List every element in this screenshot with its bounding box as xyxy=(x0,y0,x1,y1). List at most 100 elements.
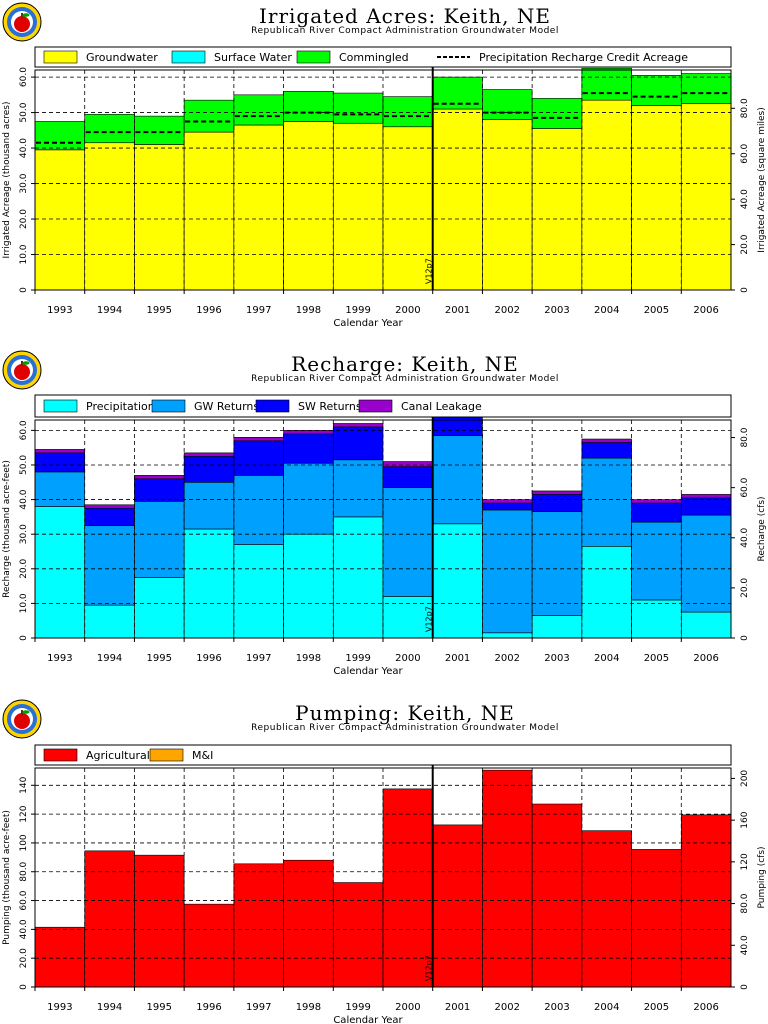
bar-agricultural-1999 xyxy=(332,882,384,988)
x-tick-label: 1995 xyxy=(147,653,172,664)
x-tick-label: 2006 xyxy=(693,305,718,316)
x-tick-label: 2000 xyxy=(395,305,420,316)
x-tick-label: 2004 xyxy=(594,653,619,664)
apple-logo-icon xyxy=(2,350,42,390)
bar-canal-leakage-1993 xyxy=(34,449,86,454)
x-tick-label: 2001 xyxy=(445,653,470,664)
y-tick-label: 60.0 xyxy=(19,420,29,440)
bar-commingled-2006 xyxy=(680,73,732,105)
bar-groundwater-2004 xyxy=(581,99,632,291)
bar-agricultural-1995 xyxy=(134,854,185,988)
legend-swatch xyxy=(358,399,393,413)
y-tick-label: 100 xyxy=(19,834,29,851)
chart-subtitle: Republican River Compact Administration … xyxy=(251,26,559,36)
y2-tick-label: 80.0 xyxy=(740,98,750,118)
bar-gw-returns-2001 xyxy=(432,435,483,525)
bar-canal-leakage-1999 xyxy=(332,423,384,428)
y2-tick-label: 40.0 xyxy=(740,527,750,547)
bar-sw-returns-2000 xyxy=(382,466,434,488)
legend-swatch xyxy=(171,50,206,64)
bar-canal-leakage-2006 xyxy=(680,494,732,499)
bar-agricultural-1996 xyxy=(183,903,235,988)
y-tick-label: 0 xyxy=(19,635,29,641)
y2-axis-label: Irrigated Acreage (square miles) xyxy=(757,107,767,252)
y2-tick-label: 60.0 xyxy=(740,143,750,163)
legend-label: SW Returns xyxy=(298,400,362,413)
x-axis-label: Calendar Year xyxy=(333,666,403,677)
y2-tick-label: 20.0 xyxy=(740,234,750,254)
bar-groundwater-2003 xyxy=(531,128,583,291)
bar-canal-leakage-2000 xyxy=(382,461,434,468)
chart-subtitle: Republican River Compact Administration … xyxy=(251,723,559,733)
x-tick-label: 1995 xyxy=(147,305,172,316)
bar-canal-leakage-2003 xyxy=(531,490,583,495)
legend-label: Precipitation xyxy=(86,400,155,413)
pumping-panel: Pumping: Keith, NE Republican River Comp… xyxy=(0,697,768,1024)
y2-tick-label: 200 xyxy=(740,770,750,787)
chart-subtitle: Republican River Compact Administration … xyxy=(251,374,559,384)
y-tick-label: 10.0 xyxy=(19,244,29,264)
bar-precipitation-1994 xyxy=(84,604,135,639)
legend-swatch xyxy=(151,399,186,413)
x-tick-label: 2004 xyxy=(594,305,619,316)
bar-gw-returns-1995 xyxy=(134,501,185,578)
bar-sw-returns-1994 xyxy=(84,507,135,526)
bar-canal-leakage-1997 xyxy=(233,437,284,442)
y-tick-label: 20.0 xyxy=(19,948,29,968)
x-tick-label: 2004 xyxy=(594,1002,619,1013)
y-tick-label: 0 xyxy=(19,984,29,990)
x-tick-label: 1997 xyxy=(246,1002,271,1013)
legend-label: Surface Water xyxy=(214,51,292,64)
legend-swatch xyxy=(149,748,184,762)
x-tick-label: 1993 xyxy=(47,653,72,664)
x-axis-label: Calendar Year xyxy=(333,1015,403,1024)
bar-agricultural-1993 xyxy=(34,926,86,988)
y-tick-label: 40.0 xyxy=(19,138,29,158)
version-marker-label: V12p7 xyxy=(425,955,434,981)
y-tick-label: 140 xyxy=(19,776,29,793)
bar-commingled-1994 xyxy=(84,114,135,144)
x-axis-label: Calendar Year xyxy=(333,318,403,329)
legend-swatch xyxy=(43,50,78,64)
bar-canal-leakage-1996 xyxy=(183,452,235,457)
bar-groundwater-2006 xyxy=(680,103,732,291)
y-tick-label: 0 xyxy=(19,287,29,293)
x-tick-label: 1995 xyxy=(147,1002,172,1013)
y-axis-label: Pumping (thousand acre-feet) xyxy=(2,810,12,945)
y-tick-label: 60.0 xyxy=(19,890,29,910)
bar-precipitation-1997 xyxy=(233,544,284,639)
x-tick-label: 2006 xyxy=(693,653,718,664)
bar-sw-returns-2002 xyxy=(482,502,533,511)
bar-groundwater-2002 xyxy=(482,119,533,291)
recharge-chart: V12p7 0 10.0 20.0 30.0 40.0 50.0 60.0 0 20.0 40.0 6… xyxy=(2,394,767,677)
x-tick-label: 2000 xyxy=(395,653,420,664)
legend-box xyxy=(34,744,732,766)
legend-swatch xyxy=(255,399,290,413)
x-tick-label: 1994 xyxy=(97,1002,122,1013)
y-axis-label: Recharge (thousand acre-feet) xyxy=(2,460,12,598)
y2-tick-label: 0 xyxy=(740,635,750,641)
chart-title: Irrigated Acres: Keith, NE xyxy=(259,4,551,28)
y2-axis-label: Pumping (cfs) xyxy=(757,846,767,908)
x-tick-label: 2005 xyxy=(644,1002,669,1013)
bar-sw-returns-2005 xyxy=(631,502,682,523)
bar-sw-returns-2006 xyxy=(680,497,732,516)
bar-precipitation-2002 xyxy=(482,632,533,639)
bar-precipitation-2005 xyxy=(631,599,682,639)
bar-commingled-2005 xyxy=(631,75,682,106)
bar-groundwater-2005 xyxy=(631,105,682,291)
x-tick-label: 2003 xyxy=(544,653,569,664)
y-axis-label: Irrigated Acreage (thousand acres) xyxy=(2,101,12,258)
bar-commingled-1999 xyxy=(332,92,384,124)
bar-commingled-1998 xyxy=(283,90,334,122)
pumping-chart: V12p7 0 20.0 40.0 60.0 80.0 100 120 140 0 40.0 80.0… xyxy=(2,744,767,1024)
y2-axis-label: Recharge (cfs) xyxy=(757,496,767,561)
bar-canal-leakage-1998 xyxy=(283,430,334,435)
bar-precipitation-2006 xyxy=(680,611,732,639)
legend-label: M&I xyxy=(192,749,213,762)
y-tick-label: 30.0 xyxy=(19,173,29,193)
bar-groundwater-1998 xyxy=(283,121,334,291)
x-tick-label: 2005 xyxy=(644,305,669,316)
bar-groundwater-1996 xyxy=(183,131,235,291)
y2-tick-label: 40.0 xyxy=(740,189,750,209)
